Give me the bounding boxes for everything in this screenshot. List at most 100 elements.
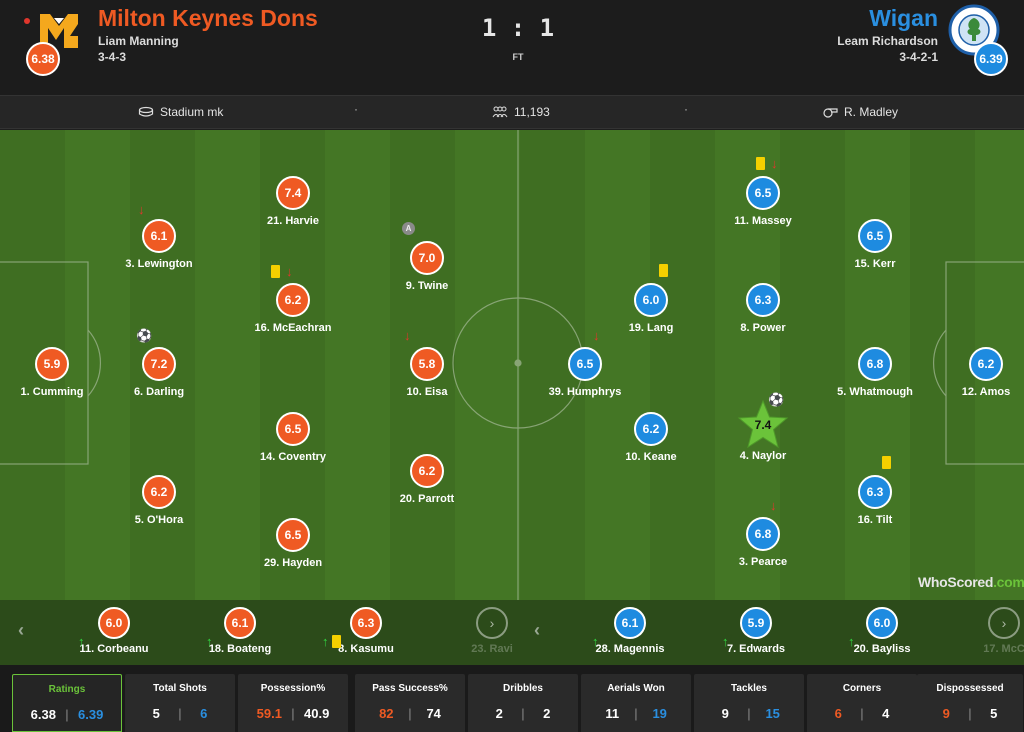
player-name: 15. Kerr bbox=[854, 258, 896, 270]
stat-tab-total-shots[interactable]: Total Shots 5 | 6 bbox=[125, 674, 235, 732]
home-team-name[interactable]: Milton Keynes Dons bbox=[98, 5, 318, 31]
sub-away[interactable]: ↑ 6.0 20. Bayliss bbox=[834, 607, 930, 655]
stat-values: 9 | 15 bbox=[694, 706, 804, 721]
stat-tab-tackles[interactable]: Tackles 9 | 15 bbox=[694, 674, 804, 732]
player-name: 5. O'Hora bbox=[134, 514, 184, 526]
player-rating: 7.4 bbox=[276, 176, 310, 210]
stat-tab-possession[interactable]: Possession% 59.1 | 40.9 bbox=[238, 674, 348, 732]
player-name: 21. Harvie bbox=[267, 215, 319, 227]
stat-label: Tackles bbox=[731, 683, 767, 694]
sub-badges: ↑ bbox=[322, 635, 341, 648]
stat-tab-dispossessed[interactable]: Dispossessed 9 | 5 bbox=[917, 674, 1023, 732]
player-rating: 7.0 bbox=[410, 241, 444, 275]
subs-prev-away-chevron-icon[interactable]: ‹ bbox=[534, 620, 540, 640]
stat-away-value: 40.9 bbox=[304, 706, 330, 721]
player-away[interactable]: 6.3 8. Power bbox=[708, 283, 818, 334]
sub-away-next[interactable]: › 17. McC bbox=[956, 607, 1024, 655]
stat-tab-pass-success[interactable]: Pass Success% 82 | 74 bbox=[355, 674, 465, 732]
stat-label: Dribbles bbox=[502, 683, 543, 694]
player-name: 3. Lewington bbox=[125, 258, 193, 270]
watermark-suffix: .com bbox=[993, 574, 1024, 590]
stat-home-value: 2 bbox=[495, 706, 503, 721]
player-home[interactable]: 6.2 20. Parrott bbox=[372, 454, 482, 505]
player-name: 9. Twine bbox=[405, 280, 449, 292]
sub-off-arrow-icon: ↓ bbox=[770, 497, 777, 513]
sub-away[interactable]: ↑ 6.1 28. Magennis bbox=[582, 607, 678, 655]
player-rating: 6.2 bbox=[276, 283, 310, 317]
player-home[interactable]: 7.0 9. Twine bbox=[372, 241, 482, 292]
stat-values: 6.38 | 6.39 bbox=[13, 707, 121, 722]
player-rating: 6.8 bbox=[746, 517, 780, 551]
player-home[interactable]: 6.2 5. O'Hora bbox=[104, 475, 214, 526]
stat-label: Dispossessed bbox=[936, 683, 1004, 694]
match-status: FT bbox=[512, 52, 524, 62]
stat-tab-corners[interactable]: Corners 6 | 4 bbox=[807, 674, 917, 732]
player-home[interactable]: 6.5 14. Coventry bbox=[238, 412, 348, 463]
player-home[interactable]: 6.2 16. McEachran bbox=[238, 283, 348, 334]
player-home[interactable]: 5.8 10. Eisa bbox=[372, 347, 482, 398]
stat-label: Possession% bbox=[260, 683, 326, 694]
player-away[interactable]: 6.3 16. Tilt bbox=[820, 475, 930, 526]
player-rating: 6.2 bbox=[969, 347, 1003, 381]
sub-home[interactable]: ↑ 6.3 8. Kasumu bbox=[318, 607, 414, 655]
yellow-card-icon bbox=[882, 455, 891, 469]
player-rating: 6.0 bbox=[98, 607, 130, 639]
sub-off-arrow-icon: ↓ bbox=[138, 201, 145, 217]
player-away[interactable]: 6.2 10. Keane bbox=[596, 412, 706, 463]
player-away-man-of-the-match[interactable]: 7.4 4. Naylor bbox=[708, 398, 818, 462]
player-badges: ↓ bbox=[770, 498, 777, 512]
player-away[interactable]: 6.0 19. Lang bbox=[596, 283, 706, 334]
stat-home-value: 11 bbox=[605, 706, 620, 721]
player-rating: 6.3 bbox=[746, 283, 780, 317]
stat-label: Corners bbox=[842, 683, 882, 694]
player-home[interactable]: 7.2 6. Darling bbox=[104, 347, 214, 398]
player-name: 10. Eisa bbox=[406, 386, 448, 398]
player-home[interactable]: 6.5 29. Hayden bbox=[238, 518, 348, 569]
player-name: 28. Magennis bbox=[595, 643, 665, 655]
yellow-card-icon bbox=[756, 156, 765, 170]
away-team-name[interactable]: Wigan bbox=[869, 5, 938, 31]
sub-on-arrow-icon: ↑ bbox=[78, 634, 85, 649]
player-name: 14. Coventry bbox=[259, 451, 327, 463]
sub-off-arrow-icon: ↓ bbox=[404, 327, 411, 343]
stat-tab-dribbles[interactable]: Dribbles 2 | 2 bbox=[468, 674, 578, 732]
player-rating: 6.5 bbox=[746, 176, 780, 210]
player-home[interactable]: 6.1 3. Lewington bbox=[104, 219, 214, 270]
sub-off-arrow-icon: ↓ bbox=[286, 263, 293, 279]
whistle-icon bbox=[823, 108, 838, 118]
stat-away-value: 74 bbox=[426, 706, 441, 721]
player-rating: 6.5 bbox=[276, 518, 310, 552]
player-name: 6. Darling bbox=[133, 386, 185, 398]
player-home[interactable]: 5.9 1. Cumming bbox=[0, 347, 107, 398]
player-badges: ↓ bbox=[756, 156, 778, 170]
stat-away-value: 2 bbox=[543, 706, 551, 721]
player-badges: ↓ bbox=[593, 328, 600, 342]
watermark-brand: WhoScored bbox=[918, 574, 994, 590]
subs-prev-home-chevron-icon[interactable]: ‹ bbox=[18, 620, 24, 640]
crowd-icon bbox=[492, 106, 508, 118]
player-away[interactable]: 6.8 3. Pearce bbox=[708, 517, 818, 568]
sub-home-next[interactable]: › 23. Ravi bbox=[444, 607, 540, 655]
player-home[interactable]: 7.4 21. Harvie bbox=[238, 176, 348, 227]
stat-values: 82 | 74 bbox=[355, 706, 465, 721]
stat-tab-aerials-won[interactable]: Aerials Won 11 | 19 bbox=[581, 674, 691, 732]
player-away[interactable]: 6.5 11. Massey bbox=[708, 176, 818, 227]
subs-next-away-chevron-icon[interactable]: › bbox=[988, 607, 1020, 639]
stadium-icon bbox=[138, 106, 154, 117]
sub-home[interactable]: ↑ 6.0 11. Corbeanu bbox=[66, 607, 162, 655]
player-away[interactable]: 6.2 12. Amos bbox=[931, 347, 1024, 398]
player-away[interactable]: 6.5 39. Humphrys bbox=[530, 347, 640, 398]
subs-next-home-chevron-icon[interactable]: › bbox=[476, 607, 508, 639]
stat-tab-ratings[interactable]: Ratings 6.38 | 6.39 bbox=[12, 674, 122, 732]
player-rating: 7.2 bbox=[142, 347, 176, 381]
wigan-crest-icon[interactable] bbox=[948, 4, 1000, 56]
sub-away[interactable]: ↑ 5.9 7. Edwards bbox=[708, 607, 804, 655]
player-rating: 7.4 bbox=[754, 418, 772, 432]
player-name: 10. Keane bbox=[625, 451, 677, 463]
match-info-bar: Stadium mk · 11,193 · R. Madley bbox=[0, 95, 1024, 129]
player-away[interactable]: 6.5 15. Kerr bbox=[820, 219, 930, 270]
sub-home[interactable]: ↑ 6.1 18. Boateng bbox=[192, 607, 288, 655]
player-away[interactable]: 6.8 5. Whatmough bbox=[820, 347, 930, 398]
referee-info: R. Madley bbox=[822, 105, 898, 119]
away-formation: 3-4-2-1 bbox=[899, 50, 938, 64]
